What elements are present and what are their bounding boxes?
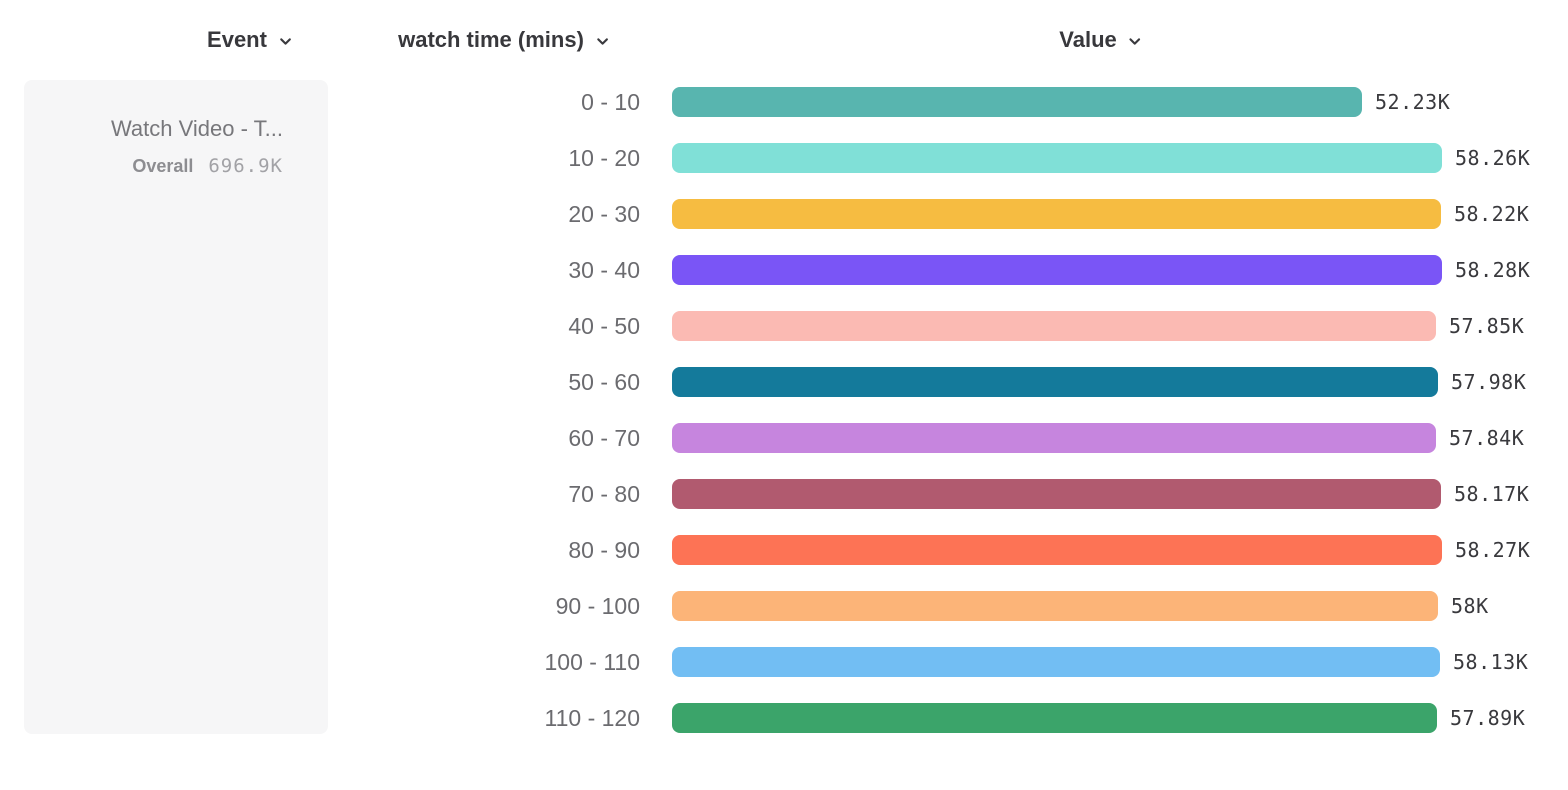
overall-value: 696.9K xyxy=(208,155,283,177)
value-label: 58.28K xyxy=(1455,258,1531,282)
bar[interactable] xyxy=(672,647,1440,677)
value-label: 58K xyxy=(1451,594,1489,618)
bar[interactable] xyxy=(672,703,1437,733)
value-label: 57.84K xyxy=(1449,426,1525,450)
bar[interactable] xyxy=(672,311,1436,341)
bucket-label: 30 - 40 xyxy=(568,257,640,283)
value-column-label: Value xyxy=(1059,27,1117,52)
bucket-label: 10 - 20 xyxy=(568,145,640,171)
value-label: 57.85K xyxy=(1449,314,1525,338)
bucket-label: 100 - 110 xyxy=(544,649,640,675)
bucket-label: 50 - 60 xyxy=(568,369,640,395)
bucket-label: 110 - 120 xyxy=(544,705,640,731)
chevron-down-icon xyxy=(597,38,608,45)
bar-row: 60 - 70 57.84K xyxy=(0,423,1568,453)
bucket-label: 90 - 100 xyxy=(555,593,640,619)
value-label: 57.98K xyxy=(1451,370,1527,394)
bar-row: 0 - 10 52.23K xyxy=(0,87,1568,117)
bar[interactable] xyxy=(672,423,1436,453)
bucket-label: 20 - 30 xyxy=(568,201,640,227)
breakdown-column-label: watch time (mins) xyxy=(398,27,584,52)
bucket-label: 40 - 50 xyxy=(568,313,640,339)
bar-row: 110 - 120 57.89K xyxy=(0,703,1568,733)
bar-row: 40 - 50 57.85K xyxy=(0,311,1568,341)
breakdown-column-header[interactable]: watch time (mins) xyxy=(398,27,610,53)
bar-row: 80 - 90 58.27K xyxy=(0,535,1568,565)
bar[interactable] xyxy=(672,591,1438,621)
value-label: 58.22K xyxy=(1454,202,1530,226)
bucket-label: 70 - 80 xyxy=(568,481,640,507)
bucket-label: 80 - 90 xyxy=(568,537,640,563)
value-label: 52.23K xyxy=(1375,90,1451,114)
bar-row: 100 - 110 58.13K xyxy=(0,647,1568,677)
bar[interactable] xyxy=(672,87,1362,117)
event-column-label: Event xyxy=(207,27,267,52)
overall-label: Overall xyxy=(132,156,194,176)
value-label: 58.27K xyxy=(1455,538,1531,562)
chevron-down-icon xyxy=(280,38,291,45)
chevron-down-icon xyxy=(1129,38,1141,45)
event-name: Watch Video - T... xyxy=(110,116,283,141)
bar-row: 90 - 100 58K xyxy=(0,591,1568,621)
value-column-header[interactable]: Value xyxy=(1059,27,1142,53)
bar[interactable] xyxy=(672,199,1441,229)
bucket-label: 60 - 70 xyxy=(568,425,640,451)
value-label: 58.13K xyxy=(1453,650,1529,674)
bar[interactable] xyxy=(672,367,1438,397)
overall-line: Overall 696.9K xyxy=(132,155,283,177)
event-panel[interactable]: Watch Video - T... Overall 696.9K xyxy=(24,80,328,734)
bar-row: 20 - 30 58.22K xyxy=(0,199,1568,229)
bucket-label: 0 - 10 xyxy=(581,89,640,115)
value-label: 57.89K xyxy=(1450,706,1526,730)
value-label: 58.17K xyxy=(1454,482,1530,506)
bar-row: 70 - 80 58.17K xyxy=(0,479,1568,509)
bar[interactable] xyxy=(672,143,1442,173)
bar-row: 30 - 40 58.28K xyxy=(0,255,1568,285)
bar-row: 10 - 20 58.26K xyxy=(0,143,1568,173)
bar-row: 50 - 60 57.98K xyxy=(0,367,1568,397)
bar[interactable] xyxy=(672,479,1441,509)
value-label: 58.26K xyxy=(1455,146,1531,170)
event-column-header[interactable]: Event xyxy=(207,27,293,53)
bar[interactable] xyxy=(672,535,1442,565)
bar[interactable] xyxy=(672,255,1442,285)
